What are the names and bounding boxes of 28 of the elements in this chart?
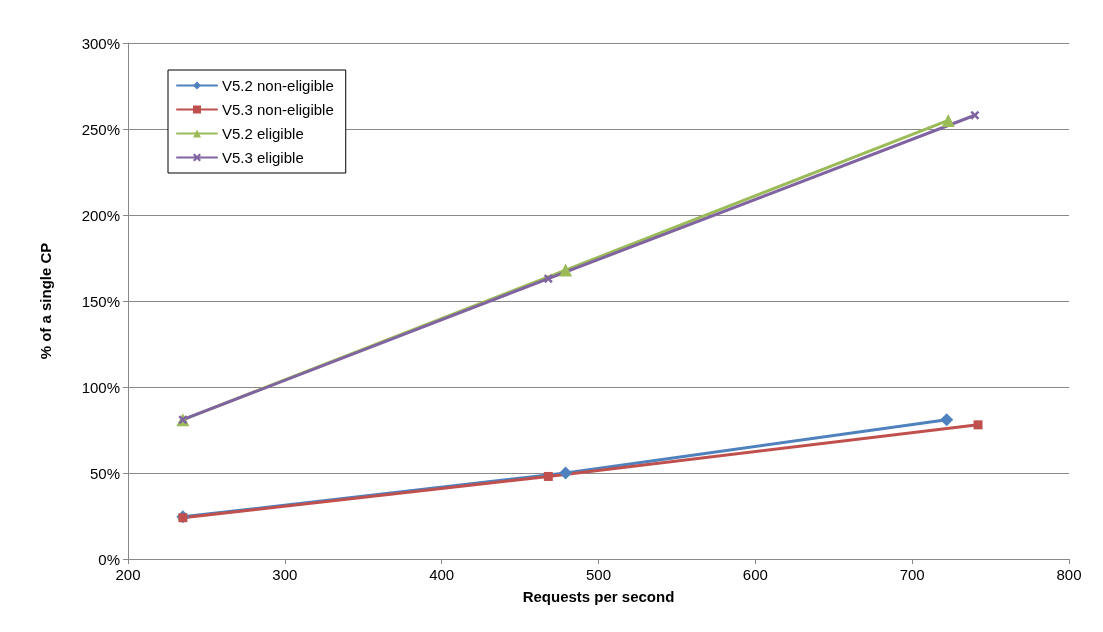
x-tick-label: 200 [115,566,141,583]
y-tick-label: 0% [98,550,120,568]
point [559,263,573,277]
point [970,110,980,120]
y-tick-label: 250% [81,120,120,138]
point [543,274,553,284]
x-tick-label: 700 [899,566,925,583]
point [940,413,954,427]
x-tick-label: 500 [585,566,612,583]
y-tick-label: 100% [81,378,120,396]
x-tick-label: 600 [742,566,768,583]
point [543,471,553,481]
legend-label: V5.3 eligible [222,149,304,166]
x-tick-label: 300 [272,566,298,583]
legend-label: V5.3 non-eligible [222,101,334,118]
legend-label: V5.2 eligible [222,125,304,142]
y-tick-label: 50% [89,464,120,482]
legend-label: V5.2 non-eligible [222,77,334,94]
x-tick-label: 800 [1056,566,1082,583]
y-tick-label: 150% [81,292,120,310]
point [559,466,573,480]
point [941,113,955,127]
point [973,420,983,430]
y-axis-title: % of a single CP [37,242,54,360]
y-tick-label: 300% [81,34,120,52]
y-tick-label: 200% [81,206,120,224]
x-axis-title: Requests per second [522,588,675,605]
x-tick-label: 400 [429,566,455,583]
